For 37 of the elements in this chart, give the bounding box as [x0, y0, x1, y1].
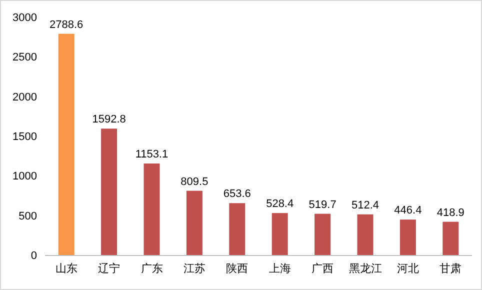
x-tick-label: 上海	[268, 262, 291, 275]
data-label: 1153.1	[135, 148, 168, 161]
x-tick-label: 黑龙江	[348, 262, 382, 275]
y-tick-label: 0	[30, 250, 37, 262]
bar	[400, 220, 416, 255]
bar	[101, 128, 118, 255]
bar	[357, 214, 374, 255]
data-label: 653.6	[223, 188, 251, 200]
data-label: 528.4	[266, 198, 294, 210]
data-label: 1592.8	[92, 114, 126, 126]
data-label: 446.4	[394, 204, 422, 217]
data-label: 512.4	[351, 199, 380, 212]
bar	[144, 164, 160, 255]
x-tick-label: 河北	[396, 262, 419, 275]
data-label: 2788.6	[50, 18, 84, 31]
x-tick-label: 广西	[312, 262, 334, 275]
bar	[186, 190, 202, 255]
y-tick-label: 1000	[12, 170, 37, 183]
y-tick-label: 2000	[12, 91, 37, 104]
data-label: 418.9	[436, 206, 464, 219]
x-tick-label: 山东	[55, 262, 78, 275]
y-tick-label: 2500	[12, 52, 37, 64]
x-tick-label: 陕西	[226, 263, 248, 275]
bar	[314, 214, 331, 255]
x-tick-label: 辽宁	[98, 262, 120, 275]
x-tick-label: 江苏	[183, 262, 206, 275]
data-label: 519.7	[308, 198, 336, 211]
x-tick-label: 广东	[140, 262, 163, 275]
y-tick-label: 500	[18, 210, 37, 222]
bar	[58, 34, 74, 255]
y-tick-label: 1500	[12, 131, 37, 143]
y-tick-label: 3000	[12, 12, 37, 24]
bar	[229, 203, 246, 255]
data-label: 809.5	[180, 176, 208, 188]
bar	[442, 222, 459, 255]
x-tick-label: 甘肃	[440, 262, 462, 275]
bar	[272, 213, 288, 255]
